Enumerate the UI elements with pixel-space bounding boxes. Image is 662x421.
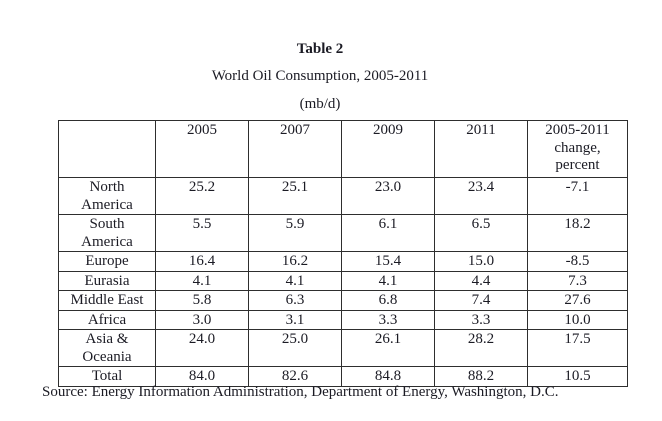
cell: 5.9	[248, 214, 342, 252]
table-row-north-america: North America 25.2 25.1 23.0 23.4 -7.1	[58, 177, 628, 215]
cell: 25.0	[248, 329, 342, 367]
region-label: North America	[58, 177, 156, 215]
cell: 23.0	[341, 177, 435, 215]
region-label: Total	[58, 366, 156, 387]
table-units: (mb/d)	[299, 96, 341, 112]
cell: 6.3	[248, 290, 342, 311]
table-row-middle-east: Middle East 5.8 6.3 6.8 7.4 27.6	[58, 290, 628, 311]
cell: 16.2	[248, 251, 342, 272]
cell: 18.2	[527, 214, 628, 252]
table-row-south-america: South America 5.5 5.9 6.1 6.5 18.2	[58, 214, 628, 252]
column-header-2007: 2007	[248, 120, 342, 178]
cell: 6.1	[341, 214, 435, 252]
region-label: Eurasia	[58, 270, 156, 291]
cell: 5.8	[155, 290, 249, 311]
cell: 10.5	[527, 366, 628, 387]
column-header-change: 2005-2011 change, percent	[527, 120, 628, 178]
table-row-eurasia: Eurasia 4.1 4.1 4.1 4.4 7.3	[58, 270, 628, 291]
cell: 82.6	[248, 366, 342, 387]
cell: 17.5	[527, 329, 628, 367]
cell: 7.4	[434, 290, 528, 311]
cell: 6.8	[341, 290, 435, 311]
region-label: Europe	[58, 251, 156, 272]
region-label: Asia & Oceania	[58, 329, 156, 367]
cell: 5.5	[155, 214, 249, 252]
region-label: Middle East	[58, 290, 156, 311]
table-row-total: Total 84.0 82.6 84.8 88.2 10.5	[58, 366, 628, 387]
cell: -7.1	[527, 177, 628, 215]
header-row: 2005 2007 2009 2011 2005-2011 change, pe…	[58, 120, 628, 178]
cell: 23.4	[434, 177, 528, 215]
cell: 3.3	[434, 309, 528, 330]
region-label: South America	[58, 214, 156, 252]
cell: 4.4	[434, 270, 528, 291]
cell: 4.1	[341, 270, 435, 291]
cell: 3.1	[248, 309, 342, 330]
table-row-europe: Europe 16.4 16.2 15.4 15.0 -8.5	[58, 251, 628, 272]
cell: 26.1	[341, 329, 435, 367]
column-header-2005: 2005	[155, 120, 249, 178]
cell: 15.4	[341, 251, 435, 272]
cell: 28.2	[434, 329, 528, 367]
cell: 25.2	[155, 177, 249, 215]
oil-consumption-table: 2005 2007 2009 2011 2005-2011 change, pe…	[58, 120, 628, 387]
cell: 27.6	[527, 290, 628, 311]
table-row-asia-oceania: Asia & Oceania 24.0 25.0 26.1 28.2 17.5	[58, 329, 628, 367]
cell: 7.3	[527, 270, 628, 291]
column-header-region	[58, 120, 156, 178]
table-row-africa: Africa 3.0 3.1 3.3 3.3 10.0	[58, 309, 628, 330]
table-title: World Oil Consumption, 2005-2011	[211, 68, 429, 84]
column-header-2011: 2011	[434, 120, 528, 178]
cell: 88.2	[434, 366, 528, 387]
column-header-2009: 2009	[341, 120, 435, 178]
source-note: Source: Energy Information Administratio…	[42, 384, 559, 400]
cell: 6.5	[434, 214, 528, 252]
cell: 4.1	[155, 270, 249, 291]
cell: 3.3	[341, 309, 435, 330]
cell: 24.0	[155, 329, 249, 367]
cell: 3.0	[155, 309, 249, 330]
cell: 16.4	[155, 251, 249, 272]
cell: 25.1	[248, 177, 342, 215]
cell: 84.8	[341, 366, 435, 387]
cell: 10.0	[527, 309, 628, 330]
table-caption: Table 2	[296, 41, 344, 57]
region-label: Africa	[58, 309, 156, 330]
cell: 4.1	[248, 270, 342, 291]
cell: 15.0	[434, 251, 528, 272]
cell: -8.5	[527, 251, 628, 272]
